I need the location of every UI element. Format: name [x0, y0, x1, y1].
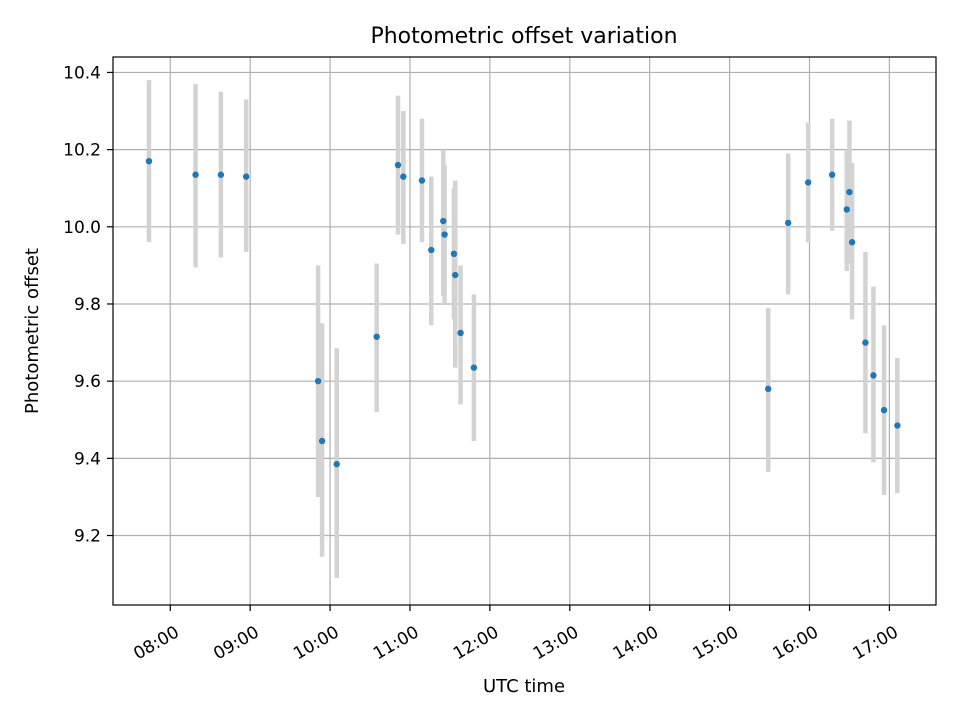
y-tick-label: 10.4	[63, 63, 101, 83]
data-point	[843, 206, 850, 213]
data-point	[894, 422, 901, 429]
data-point	[400, 173, 407, 180]
y-axis-ticks: 9.2 9.4 9.6 9.8 10.0 10.2 10.4	[63, 63, 113, 547]
data-point	[242, 173, 250, 180]
data-point	[333, 460, 340, 468]
chart-title: Photometric offset variation	[370, 24, 677, 49]
data-point	[192, 171, 199, 178]
data-point	[470, 364, 478, 371]
x-axis-label: UTC time	[483, 676, 565, 697]
data-point	[784, 219, 792, 227]
data-point	[765, 385, 772, 393]
data-point	[145, 157, 153, 165]
data-point	[314, 377, 322, 385]
data-point	[441, 231, 448, 238]
data-point	[418, 177, 426, 184]
data-point	[804, 179, 812, 186]
data-point	[880, 406, 888, 414]
y-tick-label: 10.2	[63, 141, 101, 161]
y-tick-label: 9.8	[74, 295, 101, 315]
data-point	[870, 372, 877, 379]
y-tick-label: 10.0	[63, 218, 101, 238]
data-point	[217, 171, 225, 178]
data-point	[828, 171, 836, 178]
data-points	[145, 157, 901, 468]
y-tick-label: 9.6	[74, 372, 101, 392]
data-point	[440, 217, 447, 225]
data-point	[862, 339, 869, 346]
grid	[113, 57, 936, 605]
y-tick-label: 9.2	[74, 527, 101, 547]
data-point	[373, 333, 380, 340]
axes-frame	[112, 56, 937, 606]
data-point	[848, 239, 856, 246]
data-point	[394, 161, 402, 169]
y-axis-label: Photometric offset	[22, 248, 43, 414]
data-point	[428, 246, 435, 254]
data-point	[450, 250, 458, 258]
data-point	[457, 329, 464, 337]
data-point	[318, 437, 326, 445]
y-tick-label: 9.4	[74, 449, 101, 469]
data-point	[452, 271, 459, 279]
data-point	[846, 188, 853, 196]
